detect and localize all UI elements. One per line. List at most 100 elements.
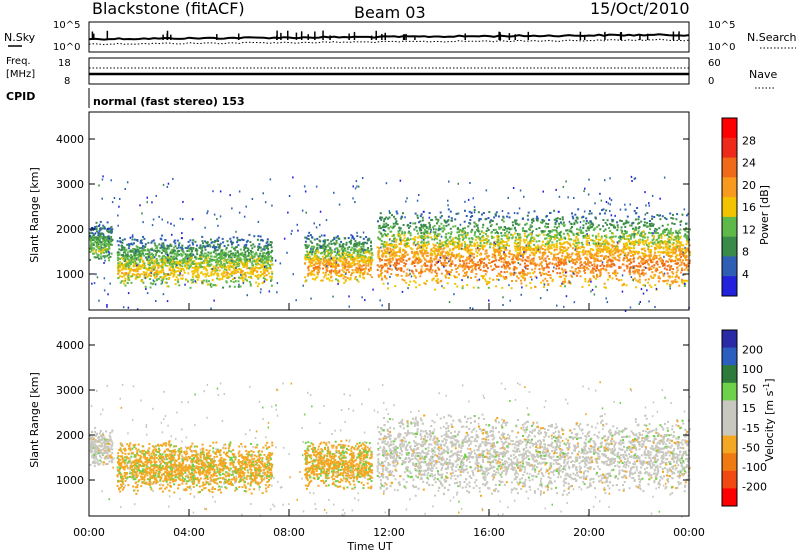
scatter-cell	[127, 264, 130, 267]
scatter-cell	[92, 244, 95, 246]
scatter-cell	[663, 228, 666, 231]
scatter-cell	[386, 270, 389, 273]
scatter-cell	[586, 240, 589, 243]
scatter-cell	[635, 264, 638, 267]
scatter-cell	[515, 219, 518, 222]
scatter-cell	[248, 267, 250, 270]
scatter-cell	[356, 235, 359, 238]
scatter-cell	[314, 266, 317, 269]
scatter-cell	[378, 225, 381, 227]
scatter-cell	[179, 259, 182, 262]
scatter-cell	[407, 242, 410, 245]
scatter-cell	[530, 236, 533, 239]
scatter-cell	[365, 262, 367, 265]
scatter-cell	[192, 270, 195, 273]
scatter-cell	[462, 255, 465, 258]
scatter-cell	[213, 258, 216, 261]
scatter-cell	[254, 274, 257, 277]
scatter-cell	[622, 223, 625, 226]
scatter-cell	[671, 282, 674, 285]
scatter-cell	[498, 273, 501, 276]
scatter-cell	[123, 249, 126, 252]
scatter-cell	[137, 267, 140, 270]
scatter-cell	[207, 251, 210, 254]
scatter-cell	[168, 267, 171, 270]
scatter-cell	[98, 227, 101, 230]
scatter-cell	[255, 281, 258, 284]
scatter-cell	[255, 253, 258, 256]
scatter-cell	[110, 252, 113, 255]
scatter-cell	[626, 235, 629, 238]
scatter-cell	[678, 264, 681, 267]
scatter-cell	[208, 263, 211, 266]
scatter-cell	[414, 222, 417, 225]
scatter-cell	[337, 280, 340, 283]
scatter-cell	[223, 265, 226, 268]
scatter-cell	[541, 265, 543, 268]
scatter-cell	[577, 241, 580, 244]
scatter-cell	[239, 285, 242, 288]
scatter-cell	[162, 244, 165, 247]
scatter-cell	[475, 236, 478, 238]
scatter-cell	[416, 214, 419, 217]
scatter-cell	[632, 270, 635, 273]
scatter-cell	[156, 270, 159, 273]
scatter-cell	[672, 272, 675, 275]
scatter-cell	[134, 253, 137, 256]
scatter-cell	[579, 275, 582, 278]
scatter-cell	[553, 248, 556, 251]
scatter-cell	[91, 235, 94, 238]
scatter-cell	[347, 268, 350, 271]
scatter-cell	[251, 267, 254, 270]
scatter-cell	[157, 264, 160, 267]
scatter-cell	[150, 261, 153, 264]
scatter-cell	[449, 256, 452, 259]
scatter-cell	[668, 241, 671, 244]
scatter-cell	[538, 268, 541, 271]
scatter-cell	[418, 227, 421, 230]
scatter-cell	[484, 278, 487, 281]
scatter-cell	[368, 237, 371, 240]
scatter-cell	[456, 285, 459, 288]
scatter-cell	[324, 248, 327, 251]
scatter-cell	[668, 258, 671, 261]
scatter-cell	[133, 273, 136, 276]
scatter-cell	[523, 232, 526, 235]
scatter-cell	[427, 242, 430, 245]
scatter-cell	[434, 270, 437, 273]
scatter-cell	[348, 265, 351, 268]
scatter-cell	[674, 255, 677, 258]
scatter-cell	[493, 267, 496, 270]
scatter-cell	[500, 234, 503, 237]
scatter-cell	[171, 257, 174, 260]
scatter-cell	[176, 252, 179, 255]
scatter-cell	[416, 258, 418, 261]
scatter-cell	[399, 247, 401, 250]
scatter-cell	[245, 243, 248, 246]
scatter-cell	[487, 229, 490, 231]
scatter-cell	[623, 237, 626, 240]
scatter-cell	[184, 265, 187, 268]
scatter-cell	[498, 226, 500, 229]
scatter-cell	[223, 251, 226, 254]
scatter-cell	[204, 252, 207, 255]
scatter-cell	[362, 242, 365, 245]
scatter-cell	[514, 239, 517, 242]
scatter-cell	[98, 248, 101, 250]
scatter-cell	[110, 231, 113, 234]
scatter-cell	[150, 268, 153, 271]
scatter-cell	[102, 249, 105, 252]
scatter-cell	[176, 239, 179, 242]
scatter-cell	[244, 274, 247, 277]
scatter-cell	[670, 251, 673, 254]
scatter-cell	[418, 235, 421, 238]
scatter-cell	[106, 230, 109, 232]
scatter-cell	[390, 273, 393, 275]
scatter-cell	[118, 248, 121, 251]
scatter-cell	[248, 280, 251, 283]
scatter-cell	[595, 277, 597, 280]
scatter-cell	[489, 246, 492, 249]
scatter-cell	[263, 251, 266, 254]
scatter-cell	[682, 244, 685, 247]
scatter-cell	[339, 255, 342, 258]
